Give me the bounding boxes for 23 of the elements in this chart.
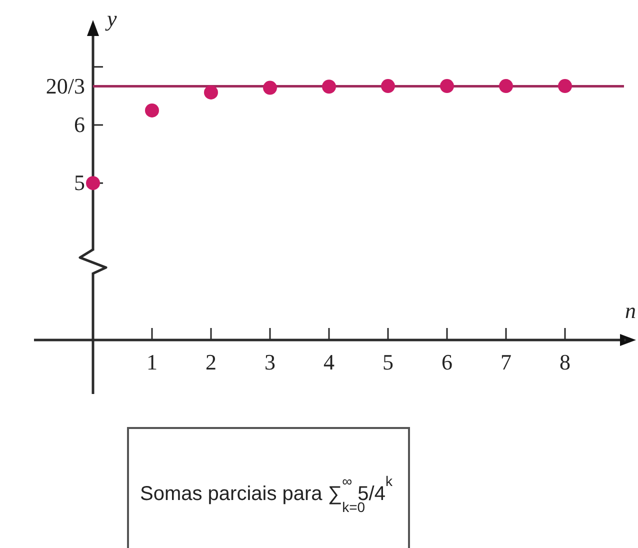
y-tick-label: 20/3 xyxy=(46,73,85,98)
x-tick-label: 8 xyxy=(560,350,570,375)
x-axis-title: n xyxy=(625,298,636,323)
x-tick-label: 4 xyxy=(324,350,334,375)
point xyxy=(440,79,454,94)
point xyxy=(322,80,336,94)
point xyxy=(381,79,395,94)
text: Somas parciais para ∑$_{k=0}$$^{∞}$ 5/4$^{k}$ xyxy=(140,473,394,515)
point xyxy=(145,103,159,118)
point xyxy=(86,176,100,190)
x-tick-label: 6 xyxy=(442,350,452,375)
y-tick-label: 5 xyxy=(74,170,85,196)
x-tick-label: 5 xyxy=(382,350,394,375)
x-tick-label: 3 xyxy=(264,350,276,375)
y-tick-label: 6 xyxy=(74,112,85,138)
y-axis-title: y xyxy=(105,6,117,31)
x-tick-label: 2 xyxy=(206,350,216,375)
x-tick-label: 7 xyxy=(500,350,512,375)
point xyxy=(263,80,277,95)
point xyxy=(558,79,572,94)
x-tick-label: 1 xyxy=(146,350,158,375)
point xyxy=(499,79,513,94)
point xyxy=(204,85,218,100)
